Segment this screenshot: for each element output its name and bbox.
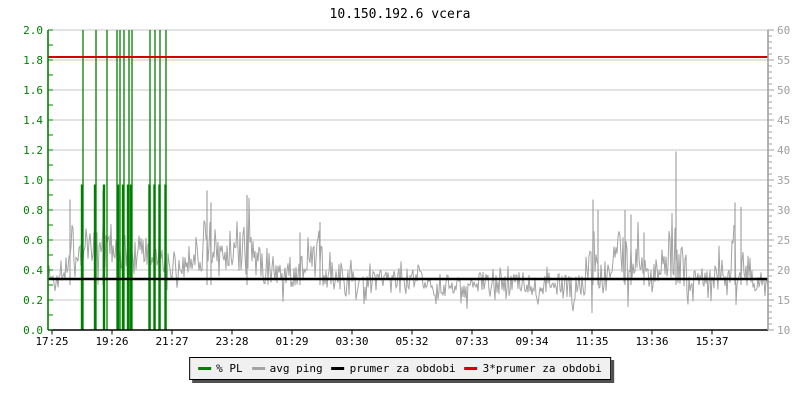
right-axis-label: 50	[777, 84, 790, 97]
right-axis-label: 55	[777, 54, 790, 67]
x-axis-label: 15:37	[695, 335, 728, 348]
left-axis-label: 1.2	[23, 144, 43, 157]
avg-ping-series	[47, 151, 769, 314]
legend-swatch	[331, 367, 345, 370]
right-axis-ticks-labels: 60 55 50 45 40 35 30 25 20 15 10	[768, 24, 790, 337]
x-axis-label: 21:27	[155, 335, 188, 348]
x-axis-label: 09:34	[515, 335, 548, 348]
right-axis-label: 30	[777, 204, 790, 217]
x-axis-label: 11:35	[575, 335, 608, 348]
right-axis-label: 10	[777, 324, 790, 337]
legend-swatch	[464, 367, 478, 370]
right-axis-label: 20	[777, 264, 790, 277]
x-axis-label: 03:30	[335, 335, 368, 348]
x-axis-label: 07:33	[455, 335, 488, 348]
x-axis-label: 17:25	[35, 335, 68, 348]
x-axis-label: 05:32	[395, 335, 428, 348]
legend-label: avg ping	[269, 362, 323, 375]
right-axis-label: 45	[777, 114, 790, 127]
legend-label: 3*prumer za obdobi	[482, 362, 602, 375]
x-axis-ticks-labels: 17:25 19:26 21:27 23:28 01:29 03:30 05:32 07:33…	[35, 330, 729, 348]
legend-item--pl: % PL	[198, 362, 243, 375]
left-axis-label: 0.6	[23, 234, 43, 247]
left-axis-label: 1.4	[23, 114, 43, 127]
x-axis-label: 19:26	[95, 335, 128, 348]
legend-label: % PL	[216, 362, 243, 375]
right-axis-label: 15	[777, 294, 790, 307]
left-axis-label: 2.0	[23, 24, 43, 37]
chart-legend: % PL avg ping prumer za obdobi 3*prumer za …	[189, 357, 611, 380]
left-axis-label: 1.8	[23, 54, 43, 67]
x-axis-label: 13:36	[635, 335, 668, 348]
x-axis-label: 01:29	[275, 335, 308, 348]
left-axis-label: 0.4	[23, 264, 43, 277]
left-axis-label: 0.2	[23, 294, 43, 307]
left-axis-label: 1.6	[23, 84, 43, 97]
right-axis-label: 60	[777, 24, 790, 37]
left-axis-label: 1.0	[23, 174, 43, 187]
gridlines	[48, 29, 768, 301]
left-axis-label: 0.8	[23, 204, 43, 217]
legend-item-prumer-za-obdobi: prumer za obdobi	[331, 362, 456, 375]
chart-title: 10.150.192.6 vcera	[329, 7, 471, 22]
legend-item-avg-ping: avg ping	[251, 362, 323, 375]
legend-label: prumer za obdobi	[349, 362, 456, 375]
legend-swatch	[251, 367, 265, 370]
right-axis-label: 40	[777, 144, 790, 157]
legend-swatch	[198, 367, 212, 370]
x-axis-label: 23:28	[215, 335, 248, 348]
left-axis-label: 0.0	[23, 324, 43, 337]
chart-canvas: 2.0 1.8 1.6 1.4 1.2 1.0 0.8 0.6 0.4 0.2 0.0 60 55 50 4…	[23, 24, 790, 348]
right-axis-label: 35	[777, 174, 790, 187]
left-axis-ticks-labels: 2.0 1.8 1.6 1.4 1.2 1.0 0.8 0.6 0.4 0.2 0.0	[23, 24, 53, 337]
right-axis-label: 25	[777, 234, 790, 247]
legend-item-3-prumer-za-obdobi: 3*prumer za obdobi	[464, 362, 602, 375]
